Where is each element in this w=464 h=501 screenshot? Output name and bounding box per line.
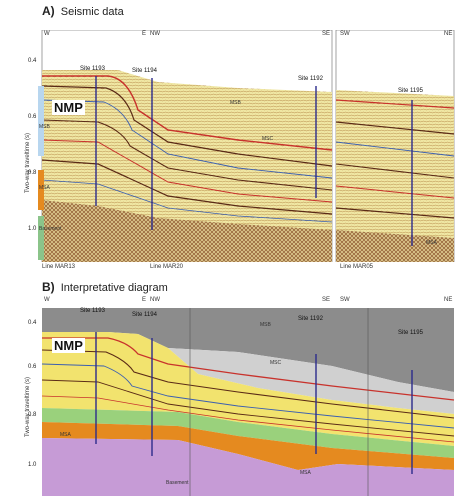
panel-a-site-1194: Site 1194	[132, 68, 157, 74]
panel-a-section-2-left: NW	[150, 31, 160, 37]
panel-b-section-1-left: W	[44, 297, 50, 303]
panel-a-section-2-right: SE	[322, 31, 331, 37]
panel-a-unit-msa-left: MSA	[39, 185, 50, 191]
panel-b-section-2-right: SE	[322, 297, 331, 303]
panel-b-site-1195: Site 1195	[398, 330, 423, 336]
panel-b-section-3-right: NE	[444, 297, 453, 303]
panel-b-site-1192: Site 1192	[298, 316, 323, 322]
panel-b-interpretative-image	[38, 304, 456, 496]
panel-a-ylabel: Two-way traveltime (s)	[25, 132, 31, 193]
panel-a-letter: A)	[42, 4, 55, 18]
panel-b-site-1193: Site 1193	[80, 308, 105, 314]
panel-a-tick-2: 0.8	[28, 170, 37, 176]
panel-a-unit-msa-right: MSA	[426, 240, 437, 246]
panel-a-unit-basement: Basement	[39, 226, 62, 232]
panel-a-line-mar05: Line MAR05	[340, 264, 374, 270]
panel-a-site-1192: Site 1192	[298, 76, 323, 82]
panel-b-section-1-right: E	[142, 297, 147, 303]
panel-b-unit-basement: Basement	[166, 480, 189, 486]
panel-a-tick-0: 0.4	[28, 58, 37, 64]
panel-a-unit-msb-left: MSB	[39, 124, 50, 130]
panel-b-tick-2: 0.8	[28, 412, 37, 418]
panel-b-tick-0: 0.4	[28, 320, 37, 326]
panel-a-section-1-right: E	[142, 31, 147, 37]
panel-a-section-1-left: W	[44, 31, 50, 37]
panel-a-section-3-right: NE	[444, 31, 453, 37]
panel-b-site-1194: Site 1194	[132, 312, 157, 318]
panel-b-unit-msb: MSB	[260, 322, 271, 328]
panel-a-line-mar20: Line MAR20	[150, 264, 184, 270]
panel-b-title: B) Interpretative diagram	[42, 280, 168, 294]
panel-a-site-1195: Site 1195	[398, 88, 423, 94]
panel-b-title-text: Interpretative diagram	[60, 282, 168, 294]
panel-b-section-2-left: NW	[150, 297, 160, 303]
panel-a-title-text: Seismic data	[60, 6, 124, 18]
panel-b-tick-3: 1.0	[28, 462, 37, 468]
panel-b-tick-1: 0.6	[28, 364, 37, 370]
panel-a-site-1193: Site 1193	[80, 66, 105, 72]
panel-a-unit-msc: MSC	[262, 136, 274, 142]
panel-b-section-3-left: SW	[340, 297, 350, 303]
panel-b-nmp-label: NMP	[52, 338, 85, 353]
panel-b-unit-msa-left: MSA	[60, 432, 71, 438]
panel-a-tick-3: 1.0	[28, 226, 37, 232]
panel-a-nmp-label: NMP	[52, 100, 85, 115]
panel-b-unit-msa-mid: MSA	[300, 470, 311, 476]
panel-b-unit-msc: MSC	[270, 360, 282, 366]
panel-a-tick-1: 0.6	[28, 114, 37, 120]
panel-a-line-mar13: Line MAR13	[42, 264, 76, 270]
panel-a-title: A) Seismic data	[42, 4, 124, 18]
panel-a-section-3-left: SW	[340, 31, 350, 37]
panel-a-unit-msb-mid: MSB	[230, 100, 241, 106]
panel-a-seismic-image	[38, 30, 456, 262]
panel-b-letter: B)	[42, 280, 55, 294]
